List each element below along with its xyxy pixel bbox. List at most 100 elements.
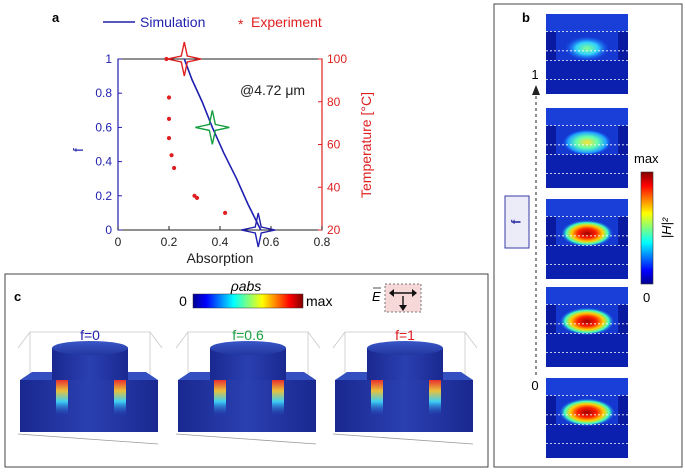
experiment-point: [172, 165, 177, 171]
k-vector-head: [399, 305, 407, 311]
y2-axis-label: Temperature [°C]: [358, 92, 374, 198]
substrate-block: [178, 380, 316, 432]
substrate-block: [335, 380, 473, 432]
x-tick-label: 0.4: [212, 235, 229, 249]
f-tick-top: 1: [531, 67, 538, 82]
field-map: [546, 14, 628, 94]
legend-simulation-label: Simulation: [140, 14, 205, 30]
experiment-point: [166, 135, 172, 141]
absorption-view: f=1: [332, 327, 478, 445]
absorption-views: f=0 f=0.6 f=1: [17, 327, 478, 445]
field-map: [546, 199, 628, 279]
experiment-point: [164, 56, 169, 62]
axis-line: [17, 433, 159, 445]
y-tick-label: 0.4: [95, 155, 112, 169]
y-tick-label: 1: [105, 52, 112, 66]
field-map-top-layer: [546, 287, 628, 305]
b-colorbar-symbol: |H|²: [659, 217, 674, 238]
absorption-hotspot-left: [56, 380, 68, 416]
field-map: [546, 287, 628, 367]
polarization-arrow-right: [412, 289, 417, 297]
experiment-point: [166, 95, 172, 100]
x-tick-label: 0: [115, 235, 122, 249]
grid-line: [332, 331, 346, 349]
panel-c-frame: [4, 273, 489, 468]
grid-line: [464, 331, 478, 349]
e-field-symbol: E: [372, 289, 381, 304]
absorption-hotspot-right: [272, 380, 284, 416]
star-marker: [241, 212, 276, 248]
b-colorbar: [640, 171, 654, 285]
experiment-point: [192, 193, 197, 198]
panel-b-label: b: [522, 10, 530, 25]
field-hotspot: [564, 36, 610, 61]
grid-line: [149, 331, 163, 349]
c-colorbar-min: 0: [179, 293, 187, 309]
f-arrow-head: [532, 85, 540, 95]
field-map-top-layer: [546, 108, 628, 126]
field-map-substrate: [546, 333, 628, 367]
experiment-points: [164, 56, 228, 215]
absorption-view: f=0: [17, 327, 163, 445]
polarization-icon: [384, 283, 422, 313]
y-tick-label: 0.8: [95, 86, 112, 100]
y2-tick-label: 60: [327, 138, 341, 152]
field-map-substrate: [546, 245, 628, 279]
absorption-hotspot-left: [214, 380, 226, 416]
polarization-arrow-left: [389, 289, 394, 297]
top-cylinder-cap: [210, 341, 286, 355]
top-cylinder-cap: [367, 341, 443, 355]
field-hotspot: [559, 307, 615, 336]
y-tick-label: 0.6: [95, 120, 112, 134]
c-colorbar-max: max: [306, 293, 332, 309]
view-title: f=0.6: [232, 327, 264, 343]
x-tick-label: 0.6: [263, 235, 280, 249]
field-map-substrate: [546, 154, 628, 188]
axis-ticks: 0 0.2 0.4 0.6 0.8 0 0.2 0.4 0.6 0.8 1 20 40 60 80 100: [95, 52, 347, 249]
grid-line: [307, 331, 321, 349]
f-tick-bottom: 0: [531, 378, 538, 393]
field-maps: [546, 14, 628, 458]
view-title: f=1: [395, 327, 415, 343]
experiment-point: [166, 116, 172, 121]
view-title: f=0: [80, 327, 100, 343]
substrate-block: [20, 380, 158, 432]
experiment-point: [223, 210, 228, 215]
absorption-hotspot-left: [371, 380, 383, 416]
y2-tick-label: 40: [327, 180, 341, 194]
field-map: [546, 378, 628, 458]
y2-tick-label: 80: [327, 95, 341, 109]
grid-line: [17, 331, 31, 349]
axis-line: [332, 433, 474, 445]
field-map-top-layer: [546, 14, 628, 32]
f-axis-label-box: [504, 195, 530, 249]
panel-a-label: a: [52, 10, 60, 25]
y2-tick-label: 20: [327, 223, 341, 237]
b-colorbar-max: max: [634, 151, 659, 166]
field-map-substrate: [546, 424, 628, 458]
field-map-top-layer: [546, 378, 628, 396]
panel-c: c ρabs 0 max E f=0 f=0.6 f=1: [4, 273, 489, 468]
b-colorbar-min: 0: [643, 290, 650, 305]
field-hotspot: [559, 398, 615, 427]
star-marker: [167, 41, 202, 77]
f-axis-label: f: [508, 219, 523, 224]
absorption-view: f=0.6: [175, 327, 321, 445]
c-colorbar: [192, 293, 304, 309]
field-map-top-layer: [546, 199, 628, 217]
c-colorbar-title: ρabs: [230, 278, 262, 294]
field-map-substrate: [546, 60, 628, 94]
wavelength-annotation: @4.72 μm: [240, 82, 305, 98]
absorption-hotspot-right: [429, 380, 441, 416]
field-hotspot: [560, 220, 614, 247]
axis-line: [175, 433, 317, 445]
x-tick-label: 0.2: [161, 235, 178, 249]
legend-experiment-label: Experiment: [251, 14, 322, 30]
simulation-line: [183, 58, 262, 231]
grid-line: [175, 331, 189, 349]
panel-a: a Simulation * Experiment 0 0.2 0.4 0.6 0.80…: [52, 10, 374, 266]
absorption-hotspot-right: [114, 380, 126, 416]
y-tick-label: 0.2: [95, 189, 112, 203]
y2-tick-label: 100: [327, 52, 347, 66]
